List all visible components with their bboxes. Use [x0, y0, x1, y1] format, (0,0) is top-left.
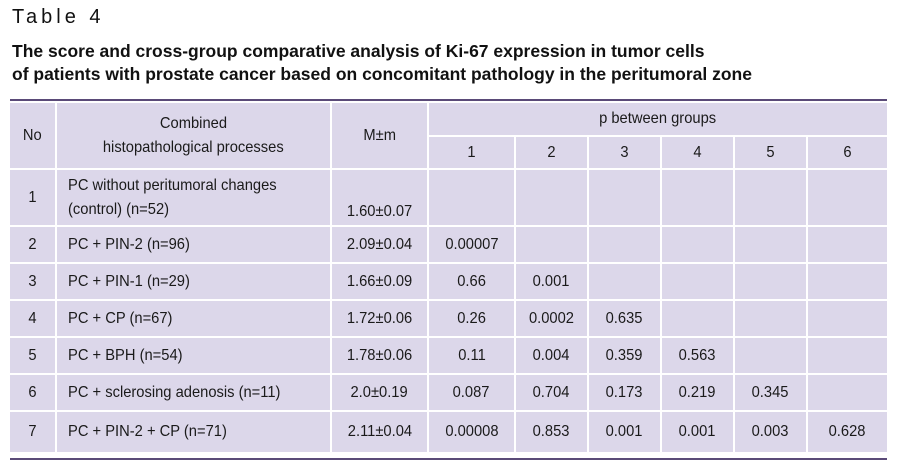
row-3-p-1: 0.66 [429, 264, 514, 299]
row-6-p-3: 0.173 [589, 375, 660, 410]
row-7-p-4: 0.001 [662, 412, 733, 452]
title-line-1: The score and cross-group comparative an… [12, 41, 705, 61]
row-7-no: 7 [10, 412, 55, 452]
row-2-p-3 [589, 227, 660, 262]
row-6-process: PC + sclerosing adenosis (n=11) [57, 375, 330, 410]
row-7-p-5: 0.003 [735, 412, 806, 452]
row-5-p-2: 0.004 [516, 338, 587, 373]
row-2-p-5 [735, 227, 806, 262]
row-2-no: 2 [10, 227, 55, 262]
row-3-p-3 [589, 264, 660, 299]
row-4-p-2: 0.0002 [516, 301, 587, 336]
row-3-p-4 [662, 264, 733, 299]
row-5-no: 5 [10, 338, 55, 373]
header-mean: M±m [332, 103, 427, 168]
row-7-p-3: 0.001 [589, 412, 660, 452]
header-processes-line-1: Combined [159, 114, 228, 132]
row-7-mean: 2.11±0.04 [332, 412, 427, 452]
table-label: Table 4 [12, 6, 105, 28]
row-3-p-2: 0.001 [516, 264, 587, 299]
row-5-process: PC + BPH (n=54) [57, 338, 330, 373]
header-p-col-1: 1 [429, 137, 514, 168]
row-2-p-2 [516, 227, 587, 262]
row-1-process-line-1: PC without peritumoral changes [68, 176, 277, 194]
row-3-no: 3 [10, 264, 55, 299]
row-7-process: PC + PIN-2 + CP (n=71) [57, 412, 330, 452]
row-1-p-4 [662, 170, 733, 225]
row-4-p-1: 0.26 [429, 301, 514, 336]
bottom-rule [10, 458, 887, 460]
row-1-process: PC without peritumoral changes (control) … [57, 170, 330, 225]
row-2-p-6 [808, 227, 887, 262]
row-1-p-1 [429, 170, 514, 225]
row-6-p-5: 0.345 [735, 375, 806, 410]
row-6-p-4: 0.219 [662, 375, 733, 410]
row-1-p-3 [589, 170, 660, 225]
row-6-mean: 2.0±0.19 [332, 375, 427, 410]
row-5-p-6 [808, 338, 887, 373]
header-p-col-5: 5 [735, 137, 806, 168]
row-1-mean: 1.60±0.07 [332, 170, 427, 225]
title-line-2: of patients with prostate cancer based o… [12, 64, 752, 84]
header-processes-line-2: histopathological processes [103, 138, 284, 156]
row-7-p-1: 0.00008 [429, 412, 514, 452]
row-5-p-5 [735, 338, 806, 373]
header-p-col-4: 4 [662, 137, 733, 168]
row-1-p-2 [516, 170, 587, 225]
header-no: No [10, 103, 55, 168]
header-p-col-6: 6 [808, 137, 887, 168]
row-2-p-1: 0.00007 [429, 227, 514, 262]
row-5-p-1: 0.11 [429, 338, 514, 373]
row-2-process: PC + PIN-2 (n=96) [57, 227, 330, 262]
table-title: The score and cross-group comparative an… [12, 40, 892, 86]
row-1-p-6 [808, 170, 887, 225]
top-rule [10, 99, 887, 101]
row-6-no: 6 [10, 375, 55, 410]
row-5-p-4: 0.563 [662, 338, 733, 373]
row-1-process-line-2: (control) (n=52) [68, 200, 170, 218]
row-4-p-5 [735, 301, 806, 336]
row-6-p-1: 0.087 [429, 375, 514, 410]
row-5-mean: 1.78±0.06 [332, 338, 427, 373]
header-p-col-3: 3 [589, 137, 660, 168]
row-1-no: 1 [10, 170, 55, 225]
row-4-p-4 [662, 301, 733, 336]
header-p-col-2: 2 [516, 137, 587, 168]
row-2-mean: 2.09±0.04 [332, 227, 427, 262]
header-p-between: p between groups [429, 103, 887, 135]
row-4-p-6 [808, 301, 887, 336]
row-7-p-6: 0.628 [808, 412, 887, 452]
row-6-p-6 [808, 375, 887, 410]
row-2-p-4 [662, 227, 733, 262]
row-4-mean: 1.72±0.06 [332, 301, 427, 336]
row-7-p-2: 0.853 [516, 412, 587, 452]
header-processes: Combined histopathological processes [57, 103, 330, 168]
row-4-p-3: 0.635 [589, 301, 660, 336]
row-4-no: 4 [10, 301, 55, 336]
row-6-p-2: 0.704 [516, 375, 587, 410]
row-3-p-6 [808, 264, 887, 299]
row-3-p-5 [735, 264, 806, 299]
row-3-process: PC + PIN-1 (n=29) [57, 264, 330, 299]
row-5-p-3: 0.359 [589, 338, 660, 373]
row-3-mean: 1.66±0.09 [332, 264, 427, 299]
row-1-p-5 [735, 170, 806, 225]
row-4-process: PC + CP (n=67) [57, 301, 330, 336]
